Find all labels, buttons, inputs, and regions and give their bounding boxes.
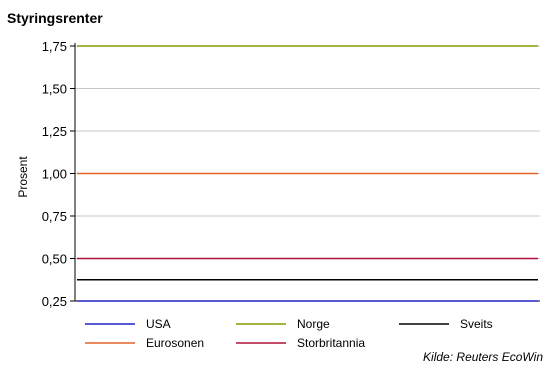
y-tick-label: 1,00: [42, 167, 67, 182]
y-axis-label: Prosent: [16, 156, 30, 198]
legend-item-usa: USA: [85, 317, 171, 331]
y-tick-label: 0,25: [42, 294, 67, 309]
legend-label: Eurosonen: [146, 336, 204, 350]
y-tick-labels: 1,75 1,50 1,25 1,00 0,75 0,50 0,25: [42, 39, 67, 309]
legend-label: Sveits: [460, 317, 493, 331]
legend-label: Norge: [297, 317, 330, 331]
chart-title: Styringsrenter: [7, 10, 103, 26]
legend-item-norge: Norge: [236, 317, 330, 331]
y-tick-label: 0,75: [42, 209, 67, 224]
legend-item-storbritannia: Storbritannia: [236, 336, 365, 350]
series-lines: [77, 45, 538, 302]
legend-label: USA: [146, 317, 171, 331]
y-tick-label: 1,75: [42, 39, 67, 54]
y-tick-label: 1,25: [42, 124, 67, 139]
y-tick-label: 0,50: [42, 252, 67, 267]
axes: [70, 43, 540, 302]
legend-label: Storbritannia: [297, 336, 365, 350]
legend-item-eurosonen: Eurosonen: [85, 336, 204, 350]
y-tick-label: 1,50: [42, 82, 67, 97]
source-note: Kilde: Reuters EcoWin: [423, 350, 543, 364]
legend-item-sveits: Sveits: [399, 317, 493, 331]
legend: USA Norge Sveits Eurosonen Storbritannia: [85, 317, 493, 350]
